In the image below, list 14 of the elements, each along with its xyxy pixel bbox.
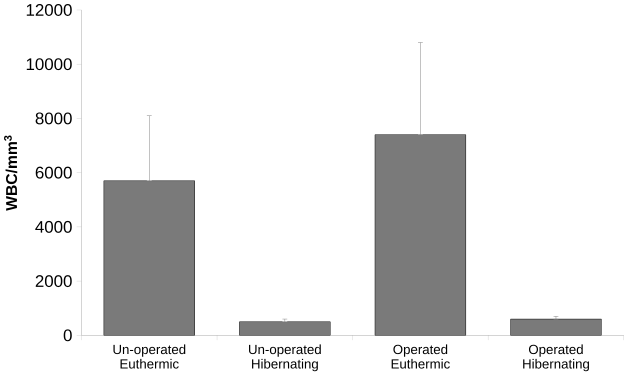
y-tick-label: 10000 bbox=[26, 58, 72, 70]
x-tick-label: Un-operated Hibernating bbox=[249, 344, 321, 372]
bar bbox=[510, 318, 602, 336]
text: WBC/mm$^{3}$ bbox=[4, 136, 18, 211]
x-tick-label: Un-operated Euthermic bbox=[113, 344, 186, 369]
y-tick-label: 8000 bbox=[36, 112, 72, 124]
y-tick-label: 6000 bbox=[36, 166, 72, 179]
y-tick-label: 12000 bbox=[26, 4, 72, 16]
y-tick-label: 2000 bbox=[36, 275, 72, 288]
x-tick-label: Operated Hibernating bbox=[523, 344, 589, 372]
y-tick-label: 0 bbox=[64, 329, 72, 342]
bar bbox=[239, 322, 330, 336]
y-tick-label: 4000 bbox=[35, 220, 72, 233]
x-tick-label: Operated Euthermic bbox=[392, 344, 450, 369]
